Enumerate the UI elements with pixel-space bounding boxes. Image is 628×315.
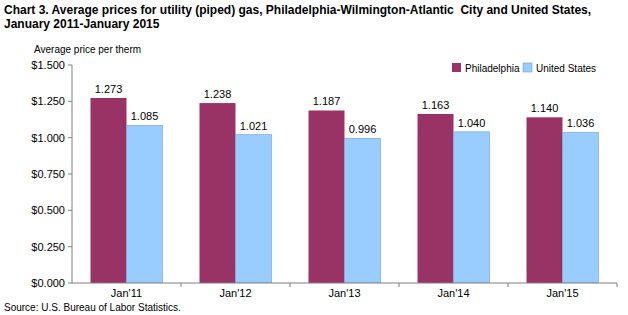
data-label: 1.238 (204, 88, 232, 100)
bar (418, 114, 454, 283)
data-label: 1.163 (422, 99, 450, 111)
y-tick (68, 101, 72, 102)
data-label: 1.036 (567, 117, 595, 129)
x-tick (617, 283, 618, 287)
data-label: 1.040 (458, 117, 486, 129)
source-note: Source: U.S. Bureau of Labor Statistics. (4, 302, 181, 313)
x-axis-line (72, 283, 617, 284)
legend-swatch (452, 63, 461, 72)
x-tick (290, 283, 291, 287)
x-tick-label: Jan'11 (111, 287, 142, 299)
chart-svg: Average price per therm $0.000 $0.250 $0.50… (0, 0, 628, 315)
y-axis-line (72, 65, 73, 283)
y-tick-label: $1.000 (31, 132, 65, 144)
legend-swatch (523, 63, 532, 72)
x-tick (181, 283, 182, 287)
legend-label: United States (536, 63, 596, 74)
chart-title: Chart 3. Average prices for utility (pip… (4, 3, 604, 31)
y-tick (68, 210, 72, 211)
y-axis-label: Average price per therm (34, 44, 141, 55)
bar (454, 132, 490, 283)
y-tick-label: $0.500 (31, 204, 65, 216)
y-tick-label: $0.250 (31, 241, 65, 253)
x-tick-label: Jan'12 (219, 287, 251, 299)
y-tick-label: $1.250 (31, 95, 65, 107)
bar (91, 98, 127, 283)
y-tick (68, 65, 72, 66)
x-tick-label: Jan'14 (437, 287, 469, 299)
y-tick-label: $0.000 (31, 277, 65, 289)
x-tick (399, 283, 400, 287)
y-tick (68, 246, 72, 247)
bars (91, 98, 599, 283)
y-tick (68, 137, 72, 138)
data-labels: 1.273 1.238 1.187 1.163 1.140 1.085 1.021 0.996… (95, 83, 595, 135)
y-tick-label: $0.750 (31, 168, 65, 180)
data-label: 1.021 (240, 120, 268, 132)
y-tick-label: $1.500 (31, 59, 65, 71)
bar (236, 135, 272, 283)
data-label: 1.085 (131, 110, 159, 122)
y-tick (68, 174, 72, 175)
x-tick (508, 283, 509, 287)
y-tick (68, 283, 72, 284)
bar (563, 132, 599, 283)
bar (527, 117, 563, 283)
x-tick-label: Jan'15 (546, 287, 578, 299)
data-label: 1.273 (95, 83, 123, 95)
bar (127, 125, 163, 283)
x-tick-label: Jan'13 (328, 287, 360, 299)
bar (309, 110, 345, 283)
bar (345, 138, 381, 283)
data-label: 1.140 (531, 102, 559, 114)
bar (200, 103, 236, 283)
data-label: 0.996 (349, 123, 377, 135)
legend-label: Philadelphia (465, 63, 520, 74)
data-label: 1.187 (313, 95, 341, 107)
